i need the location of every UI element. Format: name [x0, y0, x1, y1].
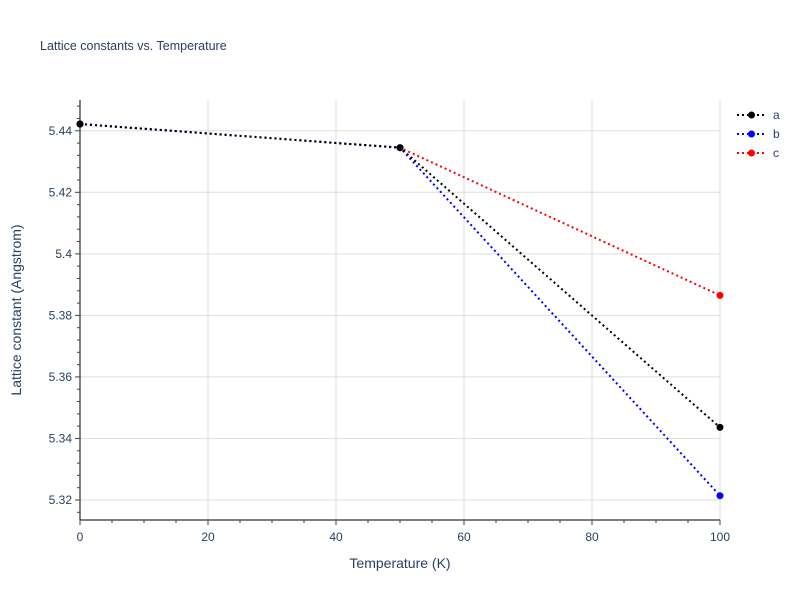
series-group — [76, 120, 724, 500]
legend-label: a — [773, 108, 780, 122]
y-tick-label: 5.44 — [49, 124, 73, 138]
x-tick-label: 60 — [457, 530, 471, 544]
axes: 0 20 40 60 80 100 5.32 5.34 5.36 5.38 5.4 5.42 5.44 — [49, 100, 730, 544]
data-point-b[interactable] — [716, 492, 724, 500]
legend-swatch-marker — [748, 111, 755, 119]
x-tick-label: 20 — [201, 530, 215, 544]
legend[interactable]: abc — [737, 108, 780, 160]
x-tick-label: 100 — [710, 530, 730, 544]
y-tick-label: 5.38 — [49, 308, 73, 322]
legend-item-a[interactable]: a — [737, 108, 780, 122]
x-tick-label: 40 — [329, 530, 343, 544]
legend-label: b — [773, 127, 780, 141]
legend-item-b[interactable]: b — [737, 127, 780, 141]
data-point-a[interactable] — [716, 423, 724, 431]
x-axis-title: Temperature (K) — [349, 555, 450, 571]
grid — [79, 100, 721, 520]
y-tick-label: 5.36 — [49, 370, 73, 384]
data-point-a[interactable] — [396, 144, 404, 152]
y-tick-label: 5.32 — [49, 493, 73, 507]
y-tick-label: 5.42 — [49, 185, 73, 199]
data-point-c[interactable] — [716, 291, 724, 299]
y-tick-label: 5.34 — [49, 431, 73, 445]
legend-item-c[interactable]: c — [737, 146, 779, 160]
y-tick-label: 5.4 — [55, 247, 72, 261]
legend-label: c — [773, 146, 779, 160]
legend-swatch-marker — [748, 130, 755, 138]
chart-title: Lattice constants vs. Temperature — [40, 39, 227, 53]
x-tick-label: 80 — [585, 530, 599, 544]
data-point-a[interactable] — [76, 120, 84, 128]
x-tick-label: 0 — [77, 530, 84, 544]
legend-swatch-marker — [748, 149, 755, 157]
series-a — [76, 120, 724, 431]
y-axis-title: Lattice constant (Angstrom) — [8, 224, 24, 395]
